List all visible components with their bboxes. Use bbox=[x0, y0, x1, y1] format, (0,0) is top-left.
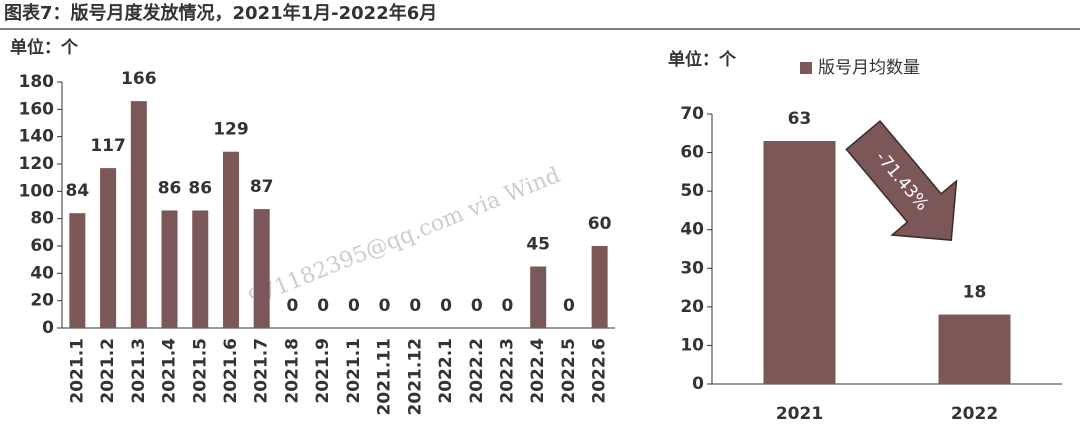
value-label: 129 bbox=[213, 120, 249, 140]
x-tick-label: 2021.11 bbox=[375, 338, 395, 415]
bar bbox=[763, 141, 836, 384]
y-tick-label: 60 bbox=[30, 236, 54, 256]
bar bbox=[130, 101, 147, 328]
y-tick-label: 30 bbox=[680, 258, 704, 278]
value-label: 45 bbox=[526, 235, 550, 255]
trend-arrow: -71.43% bbox=[845, 120, 958, 241]
y-tick-label: 180 bbox=[19, 72, 55, 92]
legend-label: 版号月均数量 bbox=[818, 58, 920, 78]
x-tick-label: 2022.2 bbox=[467, 338, 487, 404]
value-label: 0 bbox=[348, 296, 360, 316]
y-tick-label: 140 bbox=[19, 127, 55, 147]
value-label: 0 bbox=[409, 296, 421, 316]
x-tick-label: 2021.1 bbox=[67, 338, 87, 404]
x-tick-label: 2021.2 bbox=[98, 338, 118, 404]
x-tick-label: 2022.5 bbox=[559, 338, 579, 404]
bar bbox=[100, 168, 117, 328]
unit-label: 单位：个 bbox=[10, 37, 79, 58]
x-tick-label: 2021.6 bbox=[221, 338, 241, 404]
value-label: 60 bbox=[588, 214, 612, 234]
y-tick-label: 40 bbox=[30, 263, 54, 283]
x-tick-label: 2022.6 bbox=[590, 338, 610, 404]
value-label: 87 bbox=[250, 177, 274, 197]
value-label: 86 bbox=[158, 178, 182, 198]
x-tick-label: 2021.12 bbox=[405, 338, 425, 415]
y-tick-label: 20 bbox=[30, 291, 54, 311]
bar bbox=[591, 246, 608, 328]
x-tick-label: 2021 bbox=[776, 404, 823, 424]
y-tick-label: 10 bbox=[680, 335, 704, 355]
value-label: 63 bbox=[788, 109, 812, 129]
bar bbox=[530, 266, 547, 328]
x-tick-label: 2021.9 bbox=[313, 338, 333, 404]
x-tick-label: 2022.4 bbox=[528, 338, 548, 404]
figure-title: 图表7：版号月度发放情况，2021年1月-2022年6月 bbox=[4, 2, 437, 24]
value-label: 84 bbox=[66, 181, 90, 201]
bar bbox=[253, 209, 270, 328]
x-tick-label: 2021.8 bbox=[282, 338, 302, 404]
bar bbox=[69, 213, 86, 328]
arrow-shape bbox=[845, 120, 958, 241]
value-label: 18 bbox=[963, 283, 987, 303]
watermark: 971182395@qq.com via Wind bbox=[245, 163, 564, 311]
y-tick-label: 120 bbox=[19, 154, 55, 174]
value-label: 0 bbox=[471, 296, 483, 316]
y-tick-label: 50 bbox=[680, 181, 704, 201]
y-tick-label: 0 bbox=[42, 318, 54, 338]
y-tick-label: 100 bbox=[19, 181, 55, 201]
y-tick-label: 160 bbox=[19, 99, 55, 119]
bar bbox=[192, 210, 209, 328]
value-label: 166 bbox=[121, 69, 157, 89]
value-label: 0 bbox=[563, 296, 575, 316]
legend-swatch bbox=[800, 62, 812, 74]
x-tick-label: 2021.7 bbox=[252, 338, 272, 404]
y-tick-label: 0 bbox=[692, 374, 704, 394]
x-tick-label: 2021.3 bbox=[129, 338, 149, 404]
x-tick-label: 2022 bbox=[951, 404, 998, 424]
value-label: 117 bbox=[90, 136, 126, 156]
x-tick-label: 2022.1 bbox=[436, 338, 456, 404]
value-label: 0 bbox=[379, 296, 391, 316]
unit-label: 单位：个 bbox=[668, 49, 737, 70]
y-tick-label: 70 bbox=[680, 104, 704, 124]
y-tick-label: 40 bbox=[680, 220, 704, 240]
x-tick-label: 2022.3 bbox=[497, 338, 517, 404]
x-tick-label: 2021.4 bbox=[160, 338, 180, 404]
y-tick-label: 80 bbox=[30, 209, 54, 229]
x-tick-label: 2021.5 bbox=[190, 338, 210, 404]
bar bbox=[161, 210, 178, 328]
bar bbox=[222, 151, 239, 328]
value-label: 0 bbox=[317, 296, 329, 316]
bar bbox=[938, 314, 1011, 384]
value-label: 0 bbox=[502, 296, 514, 316]
value-label: 0 bbox=[440, 296, 452, 316]
x-tick-label: 2021.1 bbox=[344, 338, 364, 404]
value-label: 0 bbox=[286, 296, 298, 316]
y-tick-label: 60 bbox=[680, 143, 704, 163]
value-label: 86 bbox=[188, 178, 212, 198]
y-tick-label: 20 bbox=[680, 297, 704, 317]
